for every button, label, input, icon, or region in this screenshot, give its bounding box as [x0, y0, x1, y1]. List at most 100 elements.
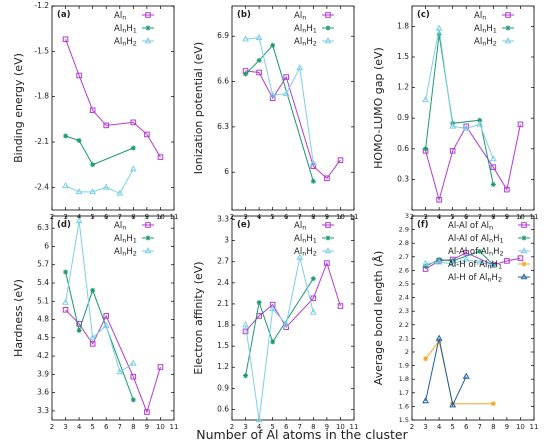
legend-label: AlnH2	[114, 247, 137, 258]
series-AlH_H2	[422, 334, 470, 408]
x-tick-label: 4	[77, 423, 82, 431]
data-point	[62, 182, 70, 189]
data-point	[422, 397, 430, 404]
legend-label: Al-H of AlnH1	[448, 260, 502, 271]
panel-label: (c)	[417, 10, 430, 20]
legend-marker	[325, 25, 331, 31]
x-tick-label: 9	[505, 423, 509, 431]
y-tick-label: 1.5	[217, 341, 229, 350]
data-point	[129, 165, 137, 172]
data-point	[423, 263, 429, 269]
data-point	[310, 276, 316, 282]
data-point	[435, 334, 443, 341]
data-point	[157, 154, 164, 160]
series-line	[425, 28, 494, 160]
x-tick-label: 4	[257, 423, 262, 431]
y-tick-label: 3.3	[37, 406, 49, 415]
legend-marker	[144, 247, 152, 254]
data-point	[63, 269, 69, 275]
x-tick-label: 4	[437, 423, 442, 431]
y-tick-label: 6.6	[217, 77, 229, 86]
legend-marker	[145, 222, 151, 228]
panel-e: 2 3 4 5 6 7 8 9 10 11 3.3 3 2.7 2.4 2.1 1.8 1.5 1.2 0.9 0.6…	[192, 215, 358, 431]
data-point	[422, 259, 430, 266]
legend: Al-Al of Aln Al-Al of AlnH1 Al-Al of AlnH2…	[448, 221, 530, 284]
y-tick-label: 2.7	[217, 257, 229, 266]
legend-marker	[144, 37, 152, 44]
y-tick-label: 6	[44, 241, 49, 250]
legend-marker	[324, 247, 332, 254]
y-tick-label: 2.5	[399, 280, 409, 288]
data-point	[489, 155, 497, 162]
y-tick-label: 2.3	[399, 307, 409, 315]
series-line	[245, 278, 314, 376]
y-tick-label: 3	[405, 212, 409, 220]
legend-marker	[325, 235, 331, 241]
x-tick-label: 8	[491, 423, 495, 431]
x-tick-label: 8	[311, 423, 315, 431]
data-point	[256, 300, 262, 306]
x-axis-label: Number of Al atoms in the cluster	[196, 427, 408, 442]
y-tick-label: 2.2	[399, 321, 409, 329]
data-point	[504, 258, 510, 264]
y-tick-label: 5.7	[37, 260, 49, 269]
data-point	[90, 162, 96, 168]
plot-frame	[51, 5, 175, 211]
series-AlH1	[63, 269, 136, 403]
data-point	[462, 372, 470, 379]
series-Al	[242, 260, 344, 335]
x-tick-label: 2	[50, 423, 54, 431]
y-tick-label: 4.8	[37, 315, 49, 324]
data-point	[490, 164, 497, 170]
y-tick-label: 3.9	[37, 369, 49, 378]
x-tick-label: 7	[298, 423, 302, 431]
data-point	[463, 249, 470, 256]
series-AlH2	[242, 253, 317, 423]
data-point	[436, 338, 442, 344]
y-tick-label: 0.6	[217, 404, 229, 413]
data-point	[89, 188, 97, 195]
data-point	[144, 409, 150, 415]
data-point	[256, 57, 262, 63]
legend-marker	[521, 235, 527, 241]
y-tick-label: 1.2	[397, 83, 409, 92]
series-line	[245, 257, 314, 421]
x-tick-label: 5	[450, 423, 454, 431]
data-point	[62, 306, 69, 313]
x-tick-label: 11	[530, 423, 539, 431]
x-tick-label: 10	[156, 423, 165, 431]
y-tick-label: 0.9	[217, 383, 229, 392]
series-AlH2	[422, 24, 497, 162]
legend-label: AlnH2	[114, 37, 137, 48]
data-point	[76, 72, 82, 79]
data-point	[89, 341, 96, 347]
data-point	[144, 131, 150, 138]
y-tick-label: -2.1	[34, 137, 49, 146]
legend-label: AlnH2	[474, 37, 497, 48]
data-point	[436, 197, 442, 203]
data-point	[490, 262, 496, 268]
data-point	[517, 255, 524, 261]
data-point	[283, 74, 290, 80]
series-Al	[242, 68, 344, 182]
y-tick-label: 2.1	[399, 334, 409, 342]
legend-marker	[521, 261, 527, 267]
y-tick-label: 0.9	[397, 113, 409, 122]
legend-label: Al-H of AlnH2	[448, 273, 502, 284]
x-tick-label: 3	[63, 423, 67, 431]
series-line	[65, 271, 134, 401]
legend: Aln AlnH1 AlnH2	[294, 221, 334, 258]
legend-marker	[145, 235, 151, 241]
data-point	[270, 339, 276, 345]
y-tick-label: 1.8	[217, 320, 229, 329]
series-line	[65, 168, 134, 195]
panel-f: 2 3 4 5 6 7 8 9 10 11 3 2.9 2.8 2.7 2.6 2.5 2.4 2.3 2.2 2.1…	[372, 212, 538, 431]
plot-frame	[51, 215, 175, 421]
y-tick-label: 1.7	[399, 389, 409, 397]
data-point	[76, 137, 82, 143]
data-point	[489, 261, 497, 268]
series-line	[65, 220, 134, 373]
y-axis-label: Average bond length (Å)	[372, 251, 385, 386]
y-tick-label: 1.2	[217, 362, 229, 371]
